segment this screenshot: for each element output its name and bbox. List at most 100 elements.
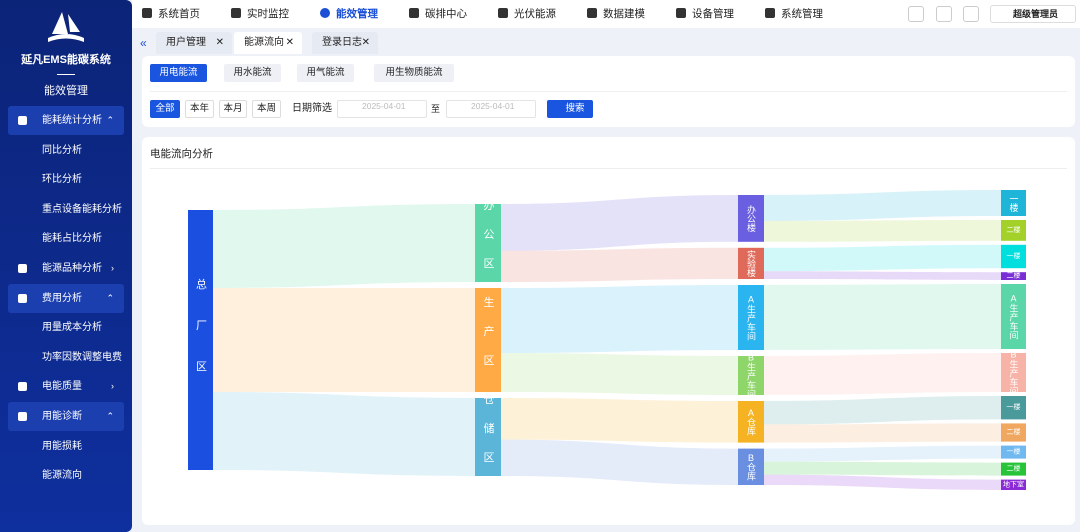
chevron: › (111, 263, 114, 273)
flow-node (1001, 423, 1026, 442)
node-label: B生产车间 (1009, 350, 1019, 397)
topbar (132, 0, 1080, 28)
node-label: B仓库 (746, 453, 756, 482)
nav-label: 光伏能源 (514, 8, 556, 20)
chevron: ⌃ (106, 292, 114, 303)
node-label: 二楼 (1007, 271, 1021, 280)
menu-item[interactable]: 同比分析 (42, 144, 82, 156)
date-end[interactable]: 2025-04-01 (446, 100, 536, 118)
flow-link (764, 220, 1001, 242)
flow-node (1001, 272, 1026, 280)
icon (142, 8, 152, 18)
icon-button[interactable] (963, 6, 979, 22)
node-label: 实验楼 (746, 249, 756, 278)
chevron: ⌃ (106, 115, 114, 125)
nav-item[interactable]: 系统首页 (142, 0, 200, 28)
flow-node (738, 356, 764, 395)
tab[interactable]: 用户管理 ✕ (156, 32, 232, 54)
flow-link (764, 445, 1001, 462)
period-button[interactable]: 本周 (252, 100, 281, 118)
menu-group[interactable]: 能源品种分析 › (8, 254, 124, 283)
icon (498, 8, 508, 18)
flow-link (501, 195, 738, 251)
node-label: 生产区 (482, 295, 495, 383)
flow-link (501, 439, 738, 485)
nav-label: 碳排中心 (425, 8, 467, 20)
energy-tab[interactable]: 用气能流 (297, 64, 354, 82)
nav-item[interactable]: 碳排中心 (409, 0, 467, 28)
divider (150, 168, 1067, 169)
flow-link (764, 396, 1001, 425)
nav-item[interactable]: 光伏能源 (498, 0, 556, 28)
divider (57, 74, 75, 75)
node-label: 一楼 (1007, 402, 1021, 411)
node-label: 一楼 (1007, 251, 1021, 260)
menu-item[interactable]: 能耗占比分析 (42, 233, 102, 245)
close-icon[interactable]: ✕ (285, 37, 294, 48)
close-icon[interactable]: ✕ (361, 37, 370, 48)
nav-item[interactable]: 数据建模 (587, 0, 645, 28)
node-label: A生产车间 (746, 295, 756, 342)
node-label: 一楼 (1009, 194, 1019, 213)
panel-title: 电能流向分析 (150, 148, 213, 160)
menu-item[interactable]: 功率因数调整电费 (42, 351, 122, 363)
flow-node (1001, 462, 1026, 476)
icon-button[interactable] (908, 6, 924, 22)
period-button[interactable]: 全部 (150, 100, 180, 118)
node-label: A仓库 (746, 408, 756, 437)
flow-node (1001, 396, 1026, 420)
nav-item[interactable]: 能效管理 (320, 0, 378, 28)
flow-link (764, 271, 1001, 280)
flow-link (501, 247, 738, 282)
date-start[interactable]: 2025-04-01 (337, 100, 427, 118)
nav-item[interactable]: 实时监控 (231, 0, 289, 28)
chevron: › (111, 381, 114, 392)
flow-link (213, 392, 475, 476)
search-button[interactable]: 搜索 (547, 100, 593, 118)
flow-link (764, 284, 1001, 350)
menu-item[interactable]: 能源流向 (42, 470, 82, 482)
collapse-button[interactable]: « (140, 36, 147, 50)
period-button[interactable]: 本年 (185, 100, 214, 118)
sidebar: 延凡EMS能碳系统 能效管理 能耗统计分析 ⌃ 同比分析 环比分析 重点设备能耗分析 能耗… (0, 0, 132, 532)
flow-link (213, 204, 475, 288)
icon (587, 8, 597, 18)
menu-group[interactable]: 费用分析 ⌃ (8, 283, 124, 313)
menu-item[interactable]: 用能损耗 (42, 440, 82, 452)
nav-label: 数据建模 (603, 8, 645, 20)
nav-item[interactable]: 系统管理 (765, 0, 823, 28)
nav-label: 系统首页 (158, 8, 200, 20)
tab[interactable]: 能源流向 ✕ (234, 32, 302, 54)
energy-tab[interactable]: 用电能流 (150, 64, 207, 82)
user-menu[interactable]: 超级管理员 (990, 5, 1076, 23)
menu-group[interactable]: 能耗统计分析 ⌃ (8, 106, 124, 135)
tab[interactable]: 登录日志 ✕ (312, 32, 378, 54)
nav-label: 能效管理 (336, 8, 378, 20)
logo (48, 12, 84, 42)
flow-link (501, 285, 738, 353)
nav-label: 设备管理 (692, 8, 734, 20)
flow-node (1001, 353, 1026, 392)
menu-group[interactable]: 用能诊断 ⌃ (8, 402, 124, 431)
icon (18, 264, 27, 273)
flow-link (764, 244, 1001, 272)
chart-card (142, 137, 1075, 525)
tab-label: 登录日志 (322, 37, 362, 48)
menu-item[interactable]: 环比分析 (42, 174, 82, 186)
icon-button[interactable] (936, 6, 952, 22)
flow-link (764, 474, 1001, 490)
flow-link (764, 353, 1001, 395)
menu-group[interactable]: 电能质量 › (8, 372, 124, 401)
menu-item[interactable]: 重点设备能耗分析 (42, 203, 122, 215)
flow-node (1001, 479, 1026, 490)
menu-item[interactable]: 用量成本分析 (42, 322, 102, 334)
period-button[interactable]: 本月 (219, 100, 247, 118)
flow-node (1001, 220, 1026, 241)
chevron: ⌃ (106, 411, 114, 421)
energy-tab[interactable]: 用水能流 (224, 64, 281, 82)
energy-tab[interactable]: 用生物质能流 (374, 64, 454, 82)
nav-item[interactable]: 设备管理 (676, 0, 734, 28)
node-label: 二楼 (1007, 225, 1021, 234)
close-icon[interactable]: ✕ (215, 37, 224, 48)
